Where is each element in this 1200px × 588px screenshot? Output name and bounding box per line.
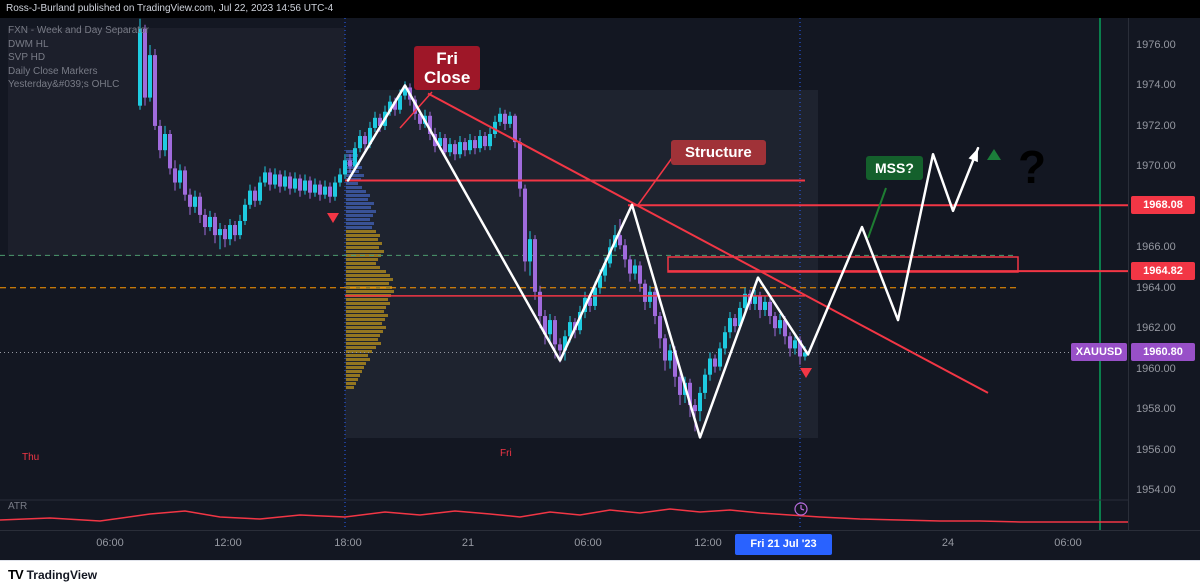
time-tick-label: 12:00 [214, 537, 242, 549]
time-tick-label: 06:00 [574, 537, 602, 549]
session-label-thu: Thu [22, 452, 40, 463]
daily-close-marker-thu [327, 213, 339, 223]
price-flag-1968: 1968.08 [1131, 196, 1195, 215]
attribution-bar: Ross-J-Burland published on TradingView.… [0, 0, 1200, 18]
legend-item[interactable]: SVP HD [8, 52, 46, 63]
legend-item[interactable]: FXN - Week and Day Separator [8, 25, 149, 36]
time-tick-label: 06:00 [1054, 537, 1082, 549]
time-tick-label: 06:00 [96, 537, 124, 549]
session-label-fri: Fri [500, 448, 512, 459]
attribution-text: Ross-J-Burland published on TradingView.… [6, 3, 334, 14]
zigzag-projection[interactable] [346, 84, 980, 439]
mss-label[interactable]: MSS? [866, 156, 923, 180]
structure-pointer[interactable] [637, 157, 673, 206]
price-tick-label: 1970.00 [1136, 160, 1176, 173]
footer-bar: TV TradingView [0, 560, 1200, 588]
daily-close-marker-fri [800, 368, 812, 378]
time-tick-label: 12:00 [694, 537, 722, 549]
price-tick-label: 1974.00 [1136, 79, 1176, 92]
time-tick-label: 21 [461, 537, 475, 549]
legend-item[interactable]: Daily Close Markers [8, 65, 98, 77]
yesterday-range-box [8, 28, 345, 256]
tradingview-brand-text[interactable]: TradingView [26, 567, 98, 582]
price-tick-label: 1960.00 [1136, 362, 1176, 375]
price-tick-label: 1958.00 [1136, 403, 1176, 416]
time-axis[interactable]: Fri 21 Jul '23 16:30 06:00 12:00 18:00 21 06… [0, 530, 1200, 571]
time-highlight-flag: Fri 21 Jul '23 16:30 [735, 534, 832, 571]
zigzag-arrowhead [968, 148, 978, 163]
region-boxes [8, 28, 1019, 438]
legend-item[interactable]: DWM HL [8, 38, 49, 50]
price-tick-label: 1976.00 [1136, 39, 1176, 51]
bullish-projection-marker [987, 149, 1001, 160]
trendline[interactable] [427, 92, 989, 394]
chart-canvas[interactable] [0, 0, 1200, 560]
price-tick-label: 1956.00 [1136, 443, 1176, 456]
price-tick-label: 1954.00 [1136, 483, 1176, 496]
price-tick-label: 1966.00 [1136, 241, 1176, 254]
legend-item[interactable]: Yesterday&#039;s OHLC [8, 79, 120, 90]
red-levels[interactable] [345, 179, 1128, 297]
time-tick-label: 24 [941, 537, 955, 549]
atr-pane [0, 499, 1128, 523]
price-tick-label: 1972.00 [1136, 119, 1176, 132]
indicator-legend: FXN - Week and Day Separator DWM HL SVP HD… [8, 24, 149, 92]
tradingview-logo-icon[interactable]: TV [8, 567, 24, 582]
time-tick-label: 18:00 [334, 537, 362, 549]
price-axis[interactable]: 1968.08 1964.82 1960.80 1976.00 1974.00 19… [1128, 18, 1200, 530]
price-tick-label: 1964.00 [1136, 281, 1176, 294]
fri-close-line1: Fri [436, 49, 459, 68]
countdown-icon [794, 502, 808, 516]
mss-pointer[interactable] [867, 187, 887, 239]
price-tick-label: 1962.00 [1136, 322, 1176, 335]
fri-close-line2: Close [424, 68, 471, 87]
question-mark-annotation[interactable]: ? [1018, 141, 1047, 193]
symbol-price-flag: XAUUSD [1071, 343, 1127, 362]
session-lines [344, 18, 1101, 530]
atr-pane-label[interactable]: ATR [8, 501, 28, 512]
chart-markers [327, 149, 1001, 378]
fri-close-label[interactable]: Fri Close [414, 46, 481, 90]
structure-label[interactable]: Structure [671, 140, 766, 165]
fri-close-pointer[interactable] [399, 91, 433, 129]
last-price-flag: 1960.80 [1131, 343, 1195, 362]
price-flag-1964: 1964.82 [1131, 262, 1195, 281]
volume-profile [346, 150, 394, 389]
